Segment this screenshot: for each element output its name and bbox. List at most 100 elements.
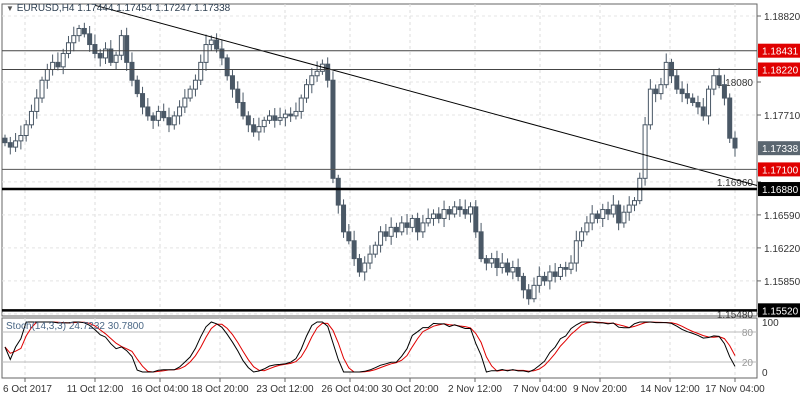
candle-body [304, 84, 310, 99]
candle-body [605, 209, 611, 215]
candle-body [378, 231, 384, 246]
candle-body [674, 75, 680, 90]
candle-body [219, 48, 225, 59]
level-label-text: 1.16880 [762, 185, 799, 196]
open-value: 1.17444 [77, 3, 114, 14]
level-label-1.16880: 1.16880 [758, 182, 800, 197]
candle-body [478, 231, 484, 260]
candle-body [489, 258, 495, 264]
candle-body [28, 110, 34, 126]
candle-body [203, 44, 209, 63]
candle-body [341, 204, 347, 233]
y-tick-label: 1.18820 [764, 12, 800, 23]
candle-body [2, 137, 8, 144]
x-tick-label: 18 Oct 20:00 [191, 384, 249, 395]
candle-body [732, 137, 738, 149]
candle-body [266, 115, 272, 121]
candle-body [494, 258, 500, 269]
candle-body [140, 93, 146, 108]
candle-body [616, 204, 622, 224]
candle-body [383, 231, 389, 237]
candle-body [600, 209, 606, 219]
candle-body [113, 54, 119, 63]
candle-body [362, 262, 368, 273]
candle-body [50, 61, 56, 71]
candle-body [129, 61, 135, 81]
candle-body [594, 213, 600, 219]
level-label-1.17100: 1.17100 [758, 162, 800, 177]
stochastic-label: Stoch(14,3,3) 24.7232 30.7800 [6, 321, 144, 332]
level-label-box [758, 182, 800, 197]
stoch-main-line [4, 321, 736, 373]
x-tick-label: 30 Oct 20:00 [381, 384, 439, 395]
low-value: 1.17247 [155, 3, 192, 14]
candle-body [309, 75, 315, 86]
candle-body [653, 88, 659, 95]
candle-body [499, 262, 505, 269]
current-price-label: 1.17338 [762, 144, 799, 155]
level-label-text: 1.15520 [762, 306, 799, 317]
candle-body [161, 110, 167, 119]
candle-body [272, 115, 278, 121]
candle-body [87, 33, 93, 46]
candle-body [92, 44, 98, 54]
candle-body [547, 271, 553, 282]
stoch-d-value: 30.7800 [107, 321, 144, 332]
y-tick-label: 1.16220 [764, 244, 800, 255]
candle-body [71, 35, 77, 44]
candle-body [573, 240, 579, 264]
candle-body [34, 97, 40, 112]
candle-body [103, 48, 109, 59]
candle-body [557, 267, 563, 277]
chart-title: ▼ EURUSD,H4 1.17444 1.17454 1.17247 1.17… [6, 3, 230, 14]
candle-body [198, 61, 204, 81]
candle-body [409, 217, 415, 228]
candle-body [288, 113, 294, 117]
stoch-scale-label: 100 [762, 318, 779, 329]
candle-body [483, 258, 489, 264]
candle-body [235, 88, 241, 104]
candle-body [177, 106, 183, 117]
candle-body [44, 69, 50, 81]
candle-body [520, 275, 526, 291]
candle-body [351, 240, 357, 260]
candle-body [282, 113, 288, 119]
stoch-scale-label: 0 [762, 368, 768, 379]
candle-body [346, 231, 352, 242]
triangle-down-icon[interactable]: ▼ [6, 4, 14, 13]
x-tick-label: 26 Oct 04:00 [321, 384, 379, 395]
candle-body [97, 52, 103, 59]
main-pane-frame [1, 3, 758, 317]
y-tick-label: 1.16960 [717, 178, 754, 189]
candle-body [245, 115, 251, 126]
candle-body [536, 275, 542, 286]
candle-body [208, 39, 214, 46]
x-tick-label: 7 Nov 04:00 [513, 384, 567, 395]
candle-body [452, 206, 458, 215]
x-tick-label: 16 Oct 04:00 [131, 384, 189, 395]
candle-body [716, 75, 722, 86]
level-label-box [758, 43, 800, 58]
candle-body [118, 35, 124, 56]
candle-body [515, 267, 521, 277]
level-label-box [758, 303, 800, 318]
candle-body [711, 75, 717, 90]
candle-body [372, 244, 378, 255]
level-label-box [758, 162, 800, 177]
candle-body [76, 27, 82, 37]
x-tick-label: 11 Oct 12:00 [67, 384, 124, 395]
current-price-box [758, 141, 800, 156]
candle-body [182, 97, 188, 108]
candle-body [13, 140, 19, 148]
candle-body [108, 48, 114, 63]
y-tick-label: 1.18080 [717, 78, 754, 89]
candle-body [700, 106, 706, 117]
candle-body [420, 222, 426, 233]
candle-body [298, 97, 304, 112]
candle-body [224, 57, 230, 77]
candle-body [727, 97, 733, 139]
candle-body [542, 275, 548, 282]
trendline [94, 4, 758, 186]
stoch-scale-label: 20 [742, 358, 754, 369]
